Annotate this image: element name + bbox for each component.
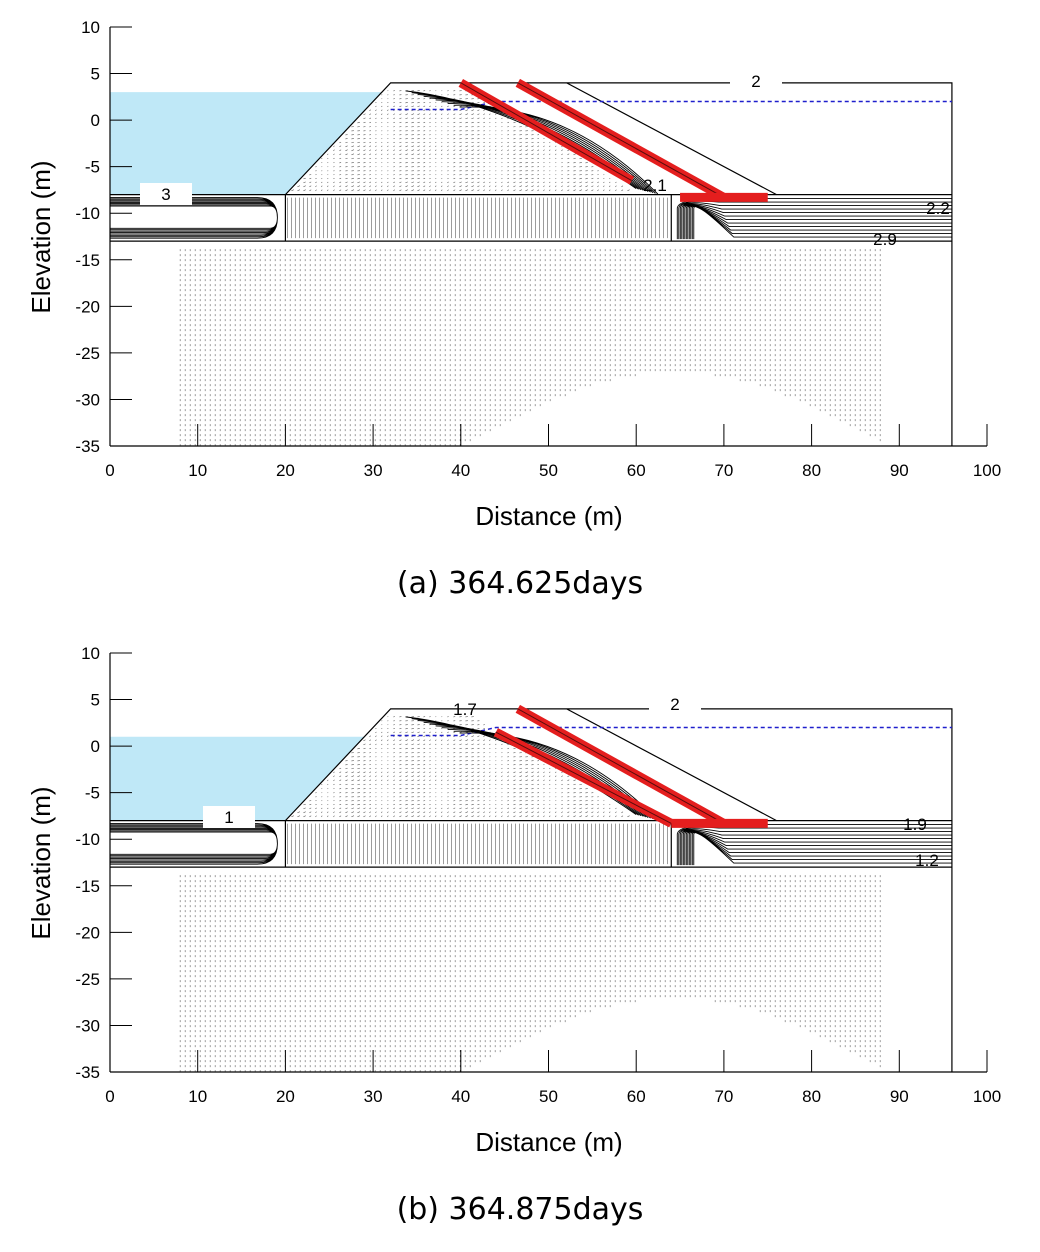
x-tick-label: 100: [973, 461, 1001, 480]
panel-a: 0 10 20 30 40 50 60 70 80 90 100 10 5 0 -5 -10 -15 -20 -25…: [26, 18, 1001, 601]
contour-label: 1.7: [453, 700, 477, 719]
contour-label-bg: [730, 70, 782, 92]
x-tick-label: 50: [539, 1087, 558, 1106]
contour-label: 1: [224, 808, 233, 827]
x-tick-label: 20: [276, 1087, 295, 1106]
x-tick-label: 10: [188, 461, 207, 480]
y-tick-label: -10: [75, 204, 100, 223]
contour-label-bg: [649, 693, 701, 715]
y-tick-label: -35: [75, 1063, 100, 1082]
reservoir-water: [110, 92, 382, 195]
contour-label: 1.9: [903, 815, 927, 834]
contour-label-bg: [203, 806, 255, 828]
x-tick-label: 40: [451, 1087, 470, 1106]
contour-label: 2.2: [926, 199, 950, 218]
y-tick-label: -5: [85, 158, 100, 177]
x-axis-title: Distance (m): [475, 1127, 622, 1157]
y-tick-label: 5: [91, 691, 100, 710]
y-tick-label: -15: [75, 251, 100, 270]
y-tick-label: -30: [75, 1016, 100, 1035]
x-tick-label: 90: [890, 461, 909, 480]
y-axis-title: Elevation (m): [26, 786, 56, 939]
y-tick-label: -35: [75, 437, 100, 456]
x-tick-label: 80: [802, 1087, 821, 1106]
y-tick-label: -20: [75, 923, 100, 942]
phreatic-line: [390, 100, 952, 111]
x-tick-label: 60: [627, 461, 646, 480]
y-tick-label: -30: [75, 390, 100, 409]
drain-edge-1: [460, 82, 633, 182]
embankment-outline: [284, 82, 953, 446]
x-tick-label: 0: [105, 461, 114, 480]
y-tick-label: 10: [81, 18, 100, 37]
caption-a: (a) 364.625days: [396, 566, 644, 601]
x-axis-title: Distance (m): [475, 501, 622, 531]
downstream-slope: [566, 82, 777, 196]
x-tick-label: 70: [714, 1087, 733, 1106]
contour-label: 2: [751, 72, 760, 91]
x-tick-label: 80: [802, 461, 821, 480]
x-tick-label: 30: [364, 1087, 383, 1106]
y-tick-label: 0: [91, 111, 100, 130]
downstream-slope: [566, 708, 777, 822]
chart-a: 0 10 20 30 40 50 60 70 80 90 1001050-5-10-15-20-25…: [26, 18, 1001, 531]
x-tick-label: 0: [105, 1087, 114, 1106]
contour-label-bg: [140, 183, 192, 205]
x-tick-label: 10: [188, 1087, 207, 1106]
x-tick-label: 60: [627, 1087, 646, 1106]
x-tick-label: 30: [364, 461, 383, 480]
y-axis-title: Elevation (m): [26, 160, 56, 313]
y-tick-label: -20: [75, 297, 100, 316]
phreatic-line: [390, 726, 952, 737]
x-tick-label: 40: [451, 461, 470, 480]
y-tick-label: 10: [81, 644, 100, 663]
x-tick-label: 50: [539, 461, 558, 480]
y-tick-label: 0: [91, 737, 100, 756]
y-tick-label: -15: [75, 877, 100, 896]
x-tick-label: 70: [714, 461, 733, 480]
y-tick-label: -10: [75, 830, 100, 849]
y-tick-label: -5: [85, 784, 100, 803]
y-tick-label: 5: [91, 65, 100, 84]
drain-edge-1: [495, 731, 672, 824]
contour-label: 1.2: [915, 851, 939, 870]
panel-b: 0 10 20 30 40 50 60 70 80 90 100 10 5 0 -5 -10 -15 -20 -25…: [0, 626, 1040, 1252]
y-tick-label: -25: [75, 344, 100, 363]
x-tick-label: 90: [890, 1087, 909, 1106]
contour-label: 2: [670, 695, 679, 714]
drain-edge-2: [517, 708, 725, 824]
drain-edge-2: [517, 82, 725, 198]
contour-label: 2.1: [643, 176, 667, 195]
x-tick-label: 100: [973, 1087, 1001, 1106]
x-tick-label: 20: [276, 461, 295, 480]
seepage-vector-field: [179, 90, 881, 447]
caption-b: (b) 364.875days: [396, 1192, 644, 1227]
y-tick-label: -25: [75, 970, 100, 989]
seepage-vector-field: [179, 716, 881, 1073]
chart-b: 0 10 20 30 40 50 60 70 80 90 1001050-5-10-15-20-25…: [26, 644, 1001, 1157]
reservoir-water: [110, 736, 365, 821]
contour-label: 3: [161, 185, 170, 204]
contour-label: 2.9: [873, 230, 897, 249]
